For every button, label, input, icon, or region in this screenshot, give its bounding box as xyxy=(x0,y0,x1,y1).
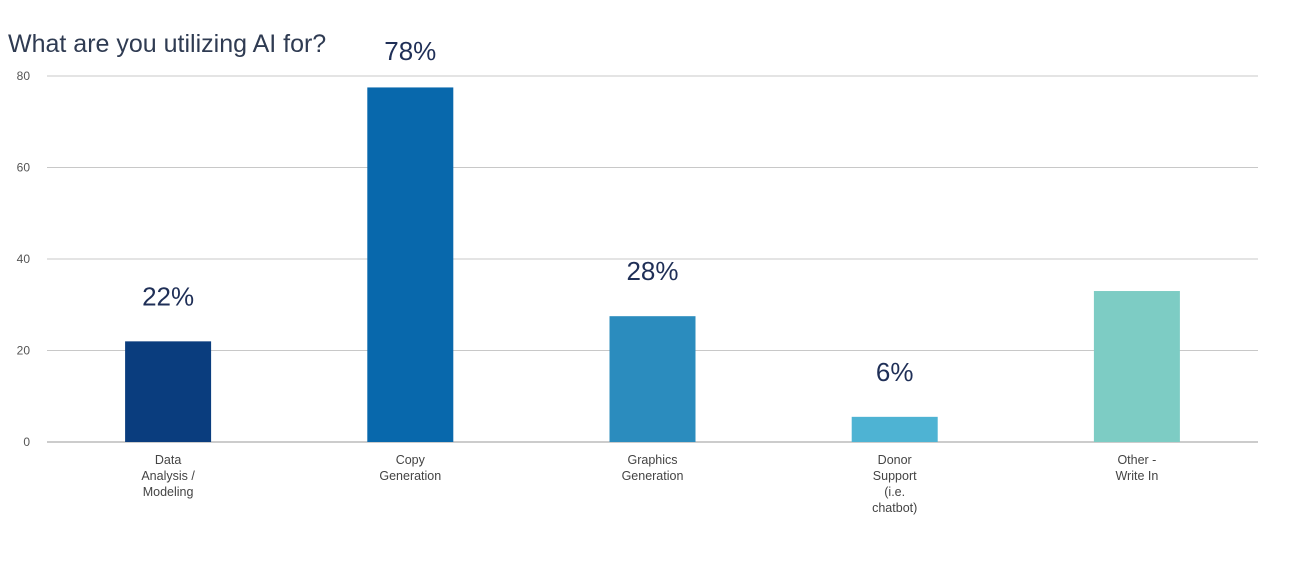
y-tick-label: 80 xyxy=(17,69,31,83)
bar-3 xyxy=(609,316,696,442)
x-tick-label: Donor Support (i.e. chatbot) xyxy=(872,453,917,515)
data-label: 22% xyxy=(142,281,194,311)
data-labels: 22% 78% 28% 6% xyxy=(142,36,913,387)
bars xyxy=(125,87,1180,442)
y-tick-label: 20 xyxy=(17,344,31,358)
y-tick-label: 40 xyxy=(17,252,31,266)
y-tick-label: 0 xyxy=(23,435,30,449)
gridlines xyxy=(47,75,1258,443)
x-tick-label: Other -Write In xyxy=(1115,453,1158,483)
x-axis-ticks: Data Analysis / Modeling Copy Generation Grap… xyxy=(141,453,1158,515)
x-tick-label: Graphics Generation xyxy=(622,453,684,483)
data-label: 28% xyxy=(626,256,678,286)
x-tick-label: Data Analysis / Modeling xyxy=(141,453,195,499)
data-label: 6% xyxy=(876,357,914,387)
data-label: 78% xyxy=(384,36,436,66)
x-tick-label: Copy Generation xyxy=(379,453,441,483)
chart-title: What are you utilizing AI for? xyxy=(8,30,327,58)
y-tick-label: 60 xyxy=(17,161,31,175)
bar-1 xyxy=(125,341,212,442)
bar-2 xyxy=(367,87,454,442)
bar-4 xyxy=(851,416,938,442)
y-axis-ticks: 0 20 40 60 80 xyxy=(17,69,31,449)
bar-5 xyxy=(1093,291,1180,442)
